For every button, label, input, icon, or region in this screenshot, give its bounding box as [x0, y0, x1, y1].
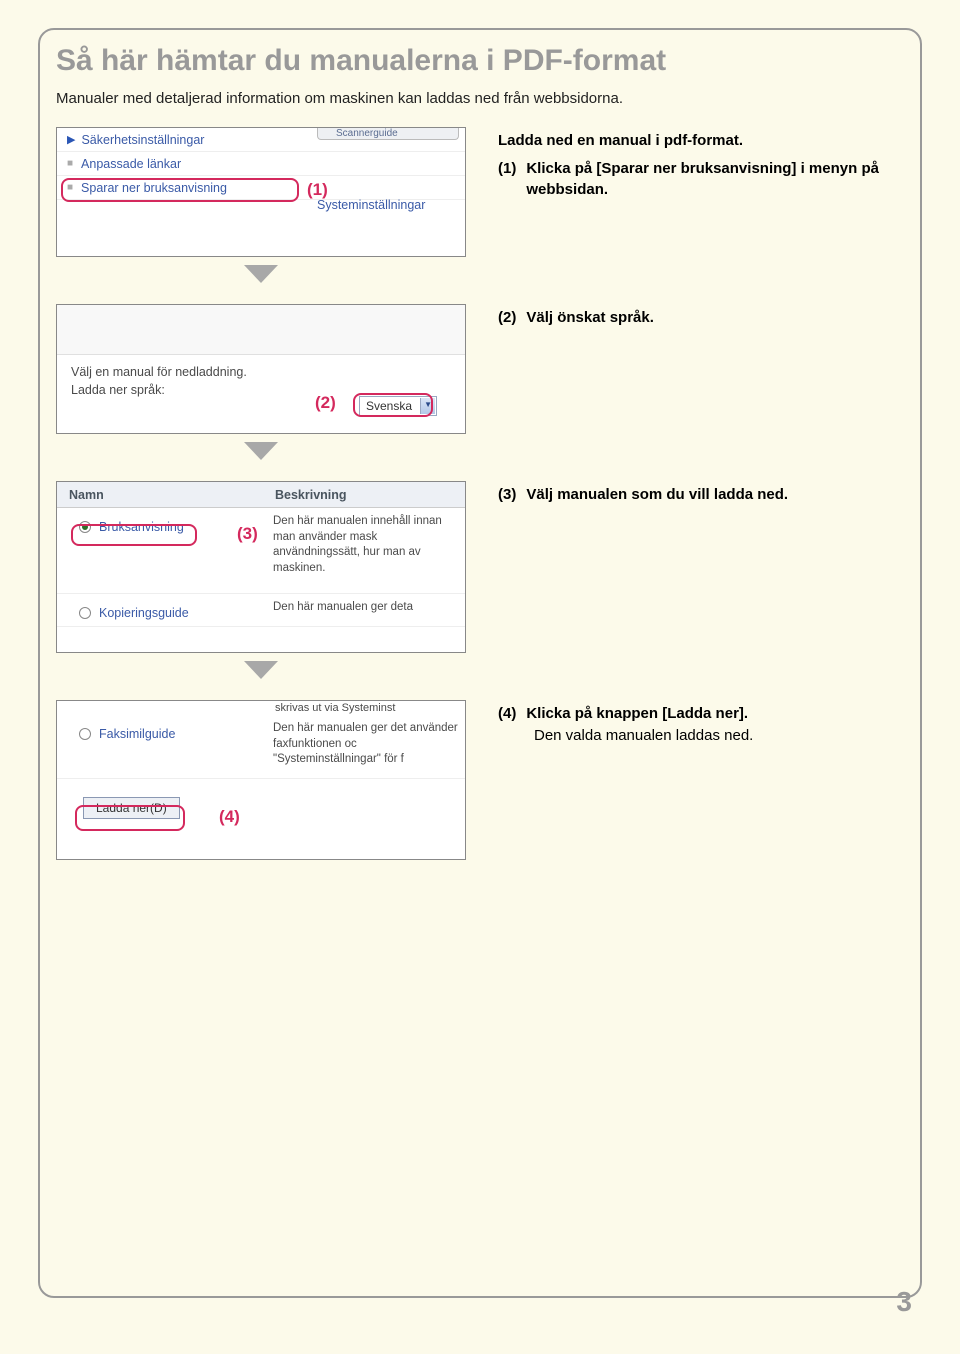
down-arrow-icon [56, 442, 466, 465]
radio-icon [79, 728, 91, 740]
marker-1: (1) [307, 180, 328, 200]
column-header-description: Beskrivning [271, 482, 465, 507]
radio-selected-icon [79, 521, 91, 533]
instruction-3: (3) Välj manualen som du vill ladda ned. [498, 481, 904, 505]
partial-item-scannerguide: Scannerguide [317, 128, 459, 140]
system-settings-link[interactable]: Systeminställningar [317, 142, 459, 212]
row-step-3: Namn Beskrivning Bruksanvisning Den här … [56, 481, 904, 692]
menu-item-label: Sparar ner bruksanvisning [81, 181, 227, 195]
choose-manual-line: Välj en manual för nedladdning. [71, 365, 455, 379]
page-subtitle: Manualer med detaljerad information om m… [56, 90, 904, 107]
step-number: (3) [498, 485, 516, 505]
table-row: Faksimilguide Den här manualen ger det a… [57, 717, 465, 779]
step-number: (4) [498, 704, 516, 724]
table-row: Bruksanvisning Den här manualen innehåll… [57, 508, 465, 594]
arrow-right-icon: ▶ [67, 133, 75, 146]
manual-desc: Den här manualen ger deta [271, 600, 465, 620]
bullet-icon: ■ [67, 182, 73, 193]
download-button-wrap: Ladda ner(D) [57, 779, 465, 819]
marker-4: (4) [219, 807, 240, 827]
instruction-2: (2) Välj önskat språk. [498, 304, 904, 328]
row-step-2: Välj en manual för nedladdning. Ladda ne… [56, 304, 904, 473]
manual-name: Faksimilguide [99, 727, 175, 741]
step-3-line: (3) Välj manualen som du vill ladda ned. [498, 485, 904, 505]
step-2-line: (2) Välj önskat språk. [498, 308, 904, 328]
step-4-line: (4) Klicka på knappen [Ladda ner]. [498, 704, 904, 724]
page-content: Så här hämtar du manualerna i PDF-format… [56, 44, 904, 868]
radio-icon [79, 607, 91, 619]
table-row: Kopieringsguide Den här manualen ger det… [57, 594, 465, 627]
screenshot-2: Välj en manual för nedladdning. Ladda ne… [56, 304, 466, 434]
bullet-icon: ■ [67, 158, 73, 169]
step-4-desc: Den valda manualen laddas ned. [534, 726, 904, 746]
down-arrow-icon [56, 265, 466, 288]
menu-item-label: Anpassade länkar [81, 157, 181, 171]
row-step-4: skrivas ut via Systeminst Faksimilguide … [56, 700, 904, 860]
step-text: Klicka på knappen [Ladda ner]. [526, 704, 748, 724]
manual-option-faksimilguide[interactable]: Faksimilguide [57, 721, 271, 768]
screenshot-1-col: ▶ Säkerhetsinställningar ■ Anpassade län… [56, 127, 466, 296]
step-text: Välj manualen som du vill ladda ned. [526, 485, 788, 505]
page-title: Så här hämtar du manualerna i PDF-format [56, 44, 904, 78]
manual-desc: Den här manualen innehåll innan man anvä… [271, 514, 465, 587]
screenshot-4: skrivas ut via Systeminst Faksimilguide … [56, 700, 466, 860]
screenshot-2-toolbar [57, 305, 465, 355]
instruction-1: Ladda ned en manual i pdf-format. (1) Kl… [498, 127, 904, 200]
marker-3: (3) [237, 524, 258, 544]
menu-item-label: Säkerhetsinställningar [81, 133, 204, 147]
screenshot-1-right-panel: Scannerguide Systeminställningar [317, 128, 459, 212]
step-text: Klicka på [Sparar ner bruksanvisning] i … [526, 159, 904, 200]
step-text: Välj önskat språk. [526, 308, 654, 328]
marker-2: (2) [315, 393, 336, 413]
table-header: Namn Beskrivning [57, 482, 465, 508]
instruction-4: (4) Klicka på knappen [Ladda ner]. Den v… [498, 700, 904, 747]
screenshot-3: Namn Beskrivning Bruksanvisning Den här … [56, 481, 466, 653]
instruction-lead: Ladda ned en manual i pdf-format. [498, 131, 904, 151]
screenshot-3-col: Namn Beskrivning Bruksanvisning Den här … [56, 481, 466, 692]
language-select-value: Svenska [366, 399, 412, 413]
manual-name: Kopieringsguide [99, 606, 189, 620]
step-1-line: (1) Klicka på [Sparar ner bruksanvisning… [498, 159, 904, 200]
screenshot-4-partial-top: skrivas ut via Systeminst [57, 701, 465, 717]
language-label: Ladda ner språk: [71, 383, 165, 397]
language-select[interactable]: Svenska ▼ [359, 396, 437, 416]
screenshot-2-col: Välj en manual för nedladdning. Ladda ne… [56, 304, 466, 473]
column-header-name: Namn [57, 482, 271, 507]
chevron-down-icon: ▼ [420, 398, 435, 414]
manual-option-kopieringsguide[interactable]: Kopieringsguide [57, 600, 271, 620]
download-button[interactable]: Ladda ner(D) [83, 797, 180, 819]
screenshot-4-col: skrivas ut via Systeminst Faksimilguide … [56, 700, 466, 860]
step-number: (2) [498, 308, 516, 328]
row-step-1: ▶ Säkerhetsinställningar ■ Anpassade län… [56, 127, 904, 296]
page-number: 3 [896, 1286, 912, 1318]
down-arrow-icon [56, 661, 466, 684]
manual-name: Bruksanvisning [99, 520, 184, 534]
language-select-wrap: Svenska ▼ [359, 396, 437, 416]
language-row: Ladda ner språk: [71, 383, 455, 397]
step-number: (1) [498, 159, 516, 200]
screenshot-1: ▶ Säkerhetsinställningar ■ Anpassade län… [56, 127, 466, 257]
manual-desc: Den här manualen ger det använder faxfun… [271, 721, 465, 768]
